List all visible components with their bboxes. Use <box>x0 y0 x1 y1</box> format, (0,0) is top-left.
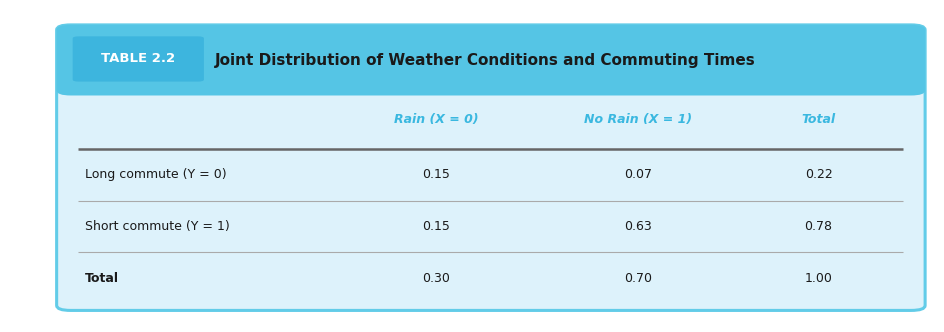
Text: 0.15: 0.15 <box>422 168 450 182</box>
Text: 0.78: 0.78 <box>804 220 833 233</box>
Text: 0.07: 0.07 <box>624 168 652 182</box>
Text: 0.15: 0.15 <box>422 220 450 233</box>
Text: Total: Total <box>85 272 119 285</box>
Text: 0.70: 0.70 <box>624 272 652 285</box>
Text: 1.00: 1.00 <box>804 272 833 285</box>
Text: Long commute (Y = 0): Long commute (Y = 0) <box>85 168 227 182</box>
Text: Rain (X = 0): Rain (X = 0) <box>394 114 479 126</box>
Text: 0.22: 0.22 <box>804 168 833 182</box>
Text: 0.30: 0.30 <box>422 272 450 285</box>
Text: 0.63: 0.63 <box>624 220 651 233</box>
Text: TABLE 2.2: TABLE 2.2 <box>101 52 176 65</box>
Text: Total: Total <box>801 114 835 126</box>
Text: No Rain (X = 1): No Rain (X = 1) <box>583 114 692 126</box>
Text: Short commute (Y = 1): Short commute (Y = 1) <box>85 220 229 233</box>
Text: Joint Distribution of Weather Conditions and Commuting Times: Joint Distribution of Weather Conditions… <box>215 53 756 68</box>
